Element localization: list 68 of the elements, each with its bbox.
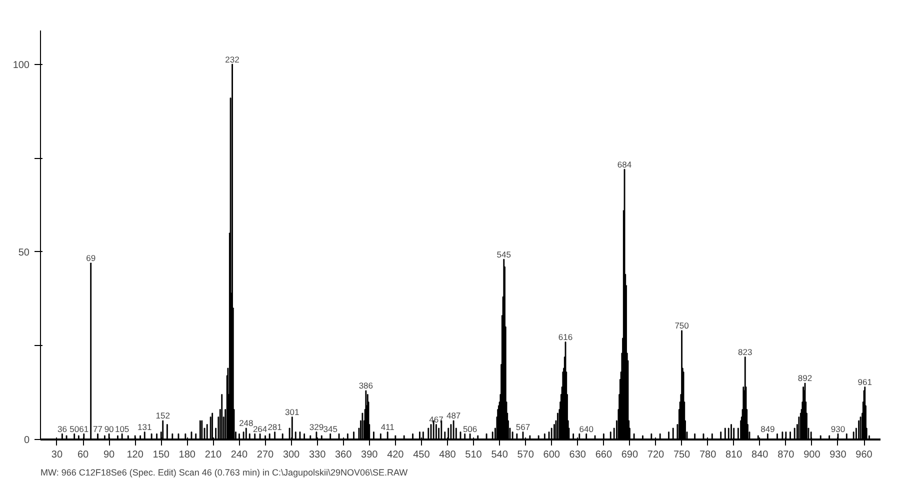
x-tick-label: 330 bbox=[308, 450, 326, 460]
x-tick-label: 270 bbox=[256, 450, 274, 460]
x-tick-label: 660 bbox=[595, 450, 612, 460]
annotation: 545 bbox=[496, 249, 512, 260]
x-tick-label: 480 bbox=[439, 450, 456, 460]
x-tick-label: 360 bbox=[335, 450, 352, 460]
x-tick-label: 780 bbox=[699, 450, 717, 460]
annotation: 411 bbox=[380, 422, 395, 432]
x-tick-label: 150 bbox=[152, 450, 170, 460]
annotation: 386 bbox=[358, 380, 374, 391]
annotation: 567 bbox=[516, 422, 530, 432]
text: MW: 966 C12F18Se6 (Spec. Edit) Scan 46 (0.763 min) in C:\Jagupolskii\29NOV06\SE.RAW bbox=[40, 468, 408, 478]
annotation: 264 bbox=[252, 424, 268, 434]
annotation: 487 bbox=[446, 410, 461, 421]
x-tick-label: 60 bbox=[77, 450, 90, 460]
x-tick-label: 180 bbox=[178, 450, 196, 460]
annotation: 61 bbox=[79, 424, 89, 434]
annotation: 152 bbox=[156, 410, 170, 421]
x-tick-label: 960 bbox=[856, 450, 873, 460]
annotation: 50 bbox=[70, 424, 80, 434]
annotation: 131 bbox=[138, 422, 152, 432]
annotation: 248 bbox=[239, 418, 254, 428]
annotation: 36 bbox=[57, 424, 68, 434]
annotation: 77 bbox=[93, 424, 103, 434]
x-tick-label: 930 bbox=[830, 450, 847, 460]
annotation: 90 bbox=[104, 424, 114, 434]
y-tick-label: 0 bbox=[24, 435, 30, 446]
x-tick-label: 750 bbox=[673, 450, 691, 460]
x-tick-label: 810 bbox=[726, 450, 743, 460]
annotation: 345 bbox=[323, 424, 338, 434]
annotation: 640 bbox=[579, 424, 594, 434]
x-tick-label: 510 bbox=[465, 450, 482, 460]
annotation: 301 bbox=[285, 406, 300, 417]
x-tick-label: 390 bbox=[361, 450, 378, 460]
annotation: 930 bbox=[830, 424, 846, 434]
annotation: 232 bbox=[225, 54, 240, 64]
annotation: 105 bbox=[114, 424, 130, 434]
annotation: 329 bbox=[309, 422, 324, 432]
x-tick-label: 90 bbox=[103, 450, 116, 460]
annotation: 281 bbox=[268, 422, 282, 432]
annotation: 892 bbox=[798, 373, 812, 384]
annotation: 616 bbox=[558, 332, 573, 342]
annotation: 69 bbox=[86, 253, 96, 264]
annotation: 823 bbox=[738, 346, 752, 357]
y-tick-label: 100 bbox=[12, 60, 30, 71]
x-tick-label: 690 bbox=[621, 450, 638, 460]
x-tick-label: 900 bbox=[804, 450, 821, 460]
x-tick-label: 600 bbox=[543, 450, 560, 460]
x-tick-label: 240 bbox=[230, 450, 248, 460]
annotation: 467 bbox=[429, 414, 444, 424]
annotation: 750 bbox=[674, 320, 690, 331]
x-tick-label: 570 bbox=[517, 450, 534, 460]
x-tick-label: 30 bbox=[51, 450, 63, 460]
x-tick-label: 300 bbox=[282, 450, 300, 460]
annotation: 506 bbox=[462, 424, 478, 434]
x-tick-label: 120 bbox=[126, 450, 144, 460]
x-tick-label: 840 bbox=[752, 450, 769, 460]
x-tick-label: 540 bbox=[491, 450, 508, 460]
annotation: 849 bbox=[760, 424, 776, 434]
y-tick-label: 50 bbox=[18, 247, 30, 258]
annotation: 684 bbox=[617, 159, 632, 170]
annotation: 961 bbox=[858, 376, 872, 387]
x-tick-label: 210 bbox=[204, 450, 222, 460]
x-tick-label: 450 bbox=[413, 450, 430, 460]
x-tick-label: 720 bbox=[647, 450, 665, 460]
x-tick-label: 630 bbox=[569, 450, 586, 460]
x-tick-label: 870 bbox=[778, 450, 795, 460]
x-tick-label: 420 bbox=[387, 450, 404, 460]
